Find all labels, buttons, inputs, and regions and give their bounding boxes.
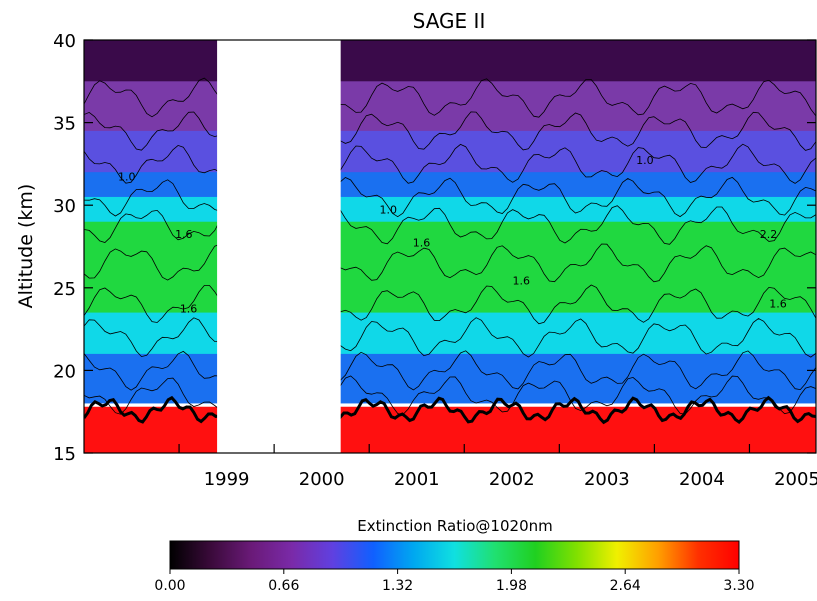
y-tick-label: 15: [53, 444, 76, 465]
contour-line: [84, 77, 816, 118]
contour-line: [84, 111, 816, 151]
contour-band-blue-lower: [84, 353, 816, 404]
colorbar-tick-label: 1.98: [496, 578, 527, 594]
data-gap: [217, 40, 341, 453]
plot-area: 1.0 1.6 1.6 1.0 1.6 1.6 1.0 2.2 1.6: [84, 40, 816, 453]
colorbar-ticks: 0.00 0.66 1.32 1.98 2.64 3.30: [154, 569, 755, 594]
contour-label: 1.0: [636, 154, 654, 167]
y-axis-label: Altitude (km): [15, 184, 37, 309]
colorbar-tick-label: 2.64: [610, 578, 641, 594]
y-tick-label: 25: [53, 279, 76, 300]
contour-label: 1.0: [379, 203, 397, 216]
x-tick-label: 2001: [394, 469, 440, 490]
colorbar-tick-label: 3.30: [723, 578, 754, 594]
x-tick-label: 2002: [489, 469, 535, 490]
contour-line: [84, 284, 816, 325]
x-axis: 1999 2000 2001 2002 2003 2004 2005: [178, 444, 817, 490]
contour-label: 1.6: [513, 274, 531, 287]
contour-band-red-base: [84, 406, 816, 453]
x-tick-label: 2003: [584, 469, 630, 490]
x-tick-label: 2004: [679, 469, 725, 490]
contour-line: [84, 204, 816, 245]
y-tick-label: 20: [53, 361, 76, 382]
x-tick-label: 1999: [204, 469, 250, 490]
x-tick-label: 2005: [774, 469, 817, 490]
x-tick-label: 2000: [299, 469, 345, 490]
contour-label: 1.0: [118, 170, 136, 183]
y-tick-label: 30: [53, 196, 76, 217]
contour-label: 1.6: [180, 303, 198, 316]
y-axis: 15 20 25 30 35 40: [53, 31, 816, 465]
contour-line: [84, 350, 816, 391]
colorbar: [169, 540, 740, 570]
contour-line: [84, 176, 816, 218]
contour-line: [84, 243, 816, 283]
colorbar-tick-label: 0.00: [154, 578, 185, 594]
colorbar-tick-label: 1.32: [382, 578, 413, 594]
plot-frame: [83, 39, 817, 454]
contour-line: [84, 143, 816, 184]
contour-label: 1.6: [769, 298, 787, 311]
contour-tropopause: [84, 395, 816, 425]
contour-label: 1.6: [175, 228, 193, 241]
y-tick-label: 40: [53, 31, 76, 52]
colorbar-tick-label: 0.66: [268, 578, 299, 594]
contour-line: [84, 317, 816, 358]
chart-title: SAGE II: [413, 9, 486, 33]
colorbar-label: Extinction Ratio@1020nm: [357, 517, 552, 535]
contour-label: 2.2: [760, 228, 778, 241]
y-tick-label: 35: [53, 114, 76, 135]
contour-label: 1.6: [413, 237, 431, 250]
